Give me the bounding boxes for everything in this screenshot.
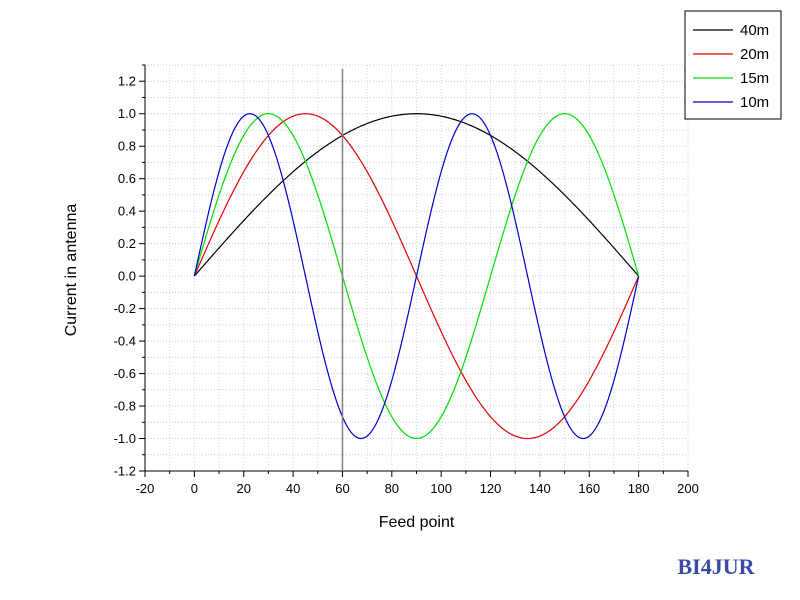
legend-label-20m: 20m	[740, 46, 769, 63]
x-tick-label: 20	[236, 481, 250, 496]
watermark: BI4JUR	[677, 554, 755, 579]
x-axis-title: Feed point	[379, 514, 455, 531]
y-tick-label: 1.2	[118, 74, 136, 89]
y-tick-label: -0.2	[114, 301, 136, 316]
x-ticks: -20 0 20 40 60 80 100 120 140 160 180 200	[136, 471, 699, 496]
x-tick-label: 180	[628, 481, 650, 496]
x-tick-label: 40	[286, 481, 300, 496]
series-line-15m	[193, 113, 640, 440]
legend-label-40m: 40m	[740, 22, 769, 39]
x-tick-label: 100	[430, 481, 452, 496]
legend-label-15m: 15m	[740, 70, 769, 87]
y-ticks: -1.2 -1.0 -0.8 -0.6 -0.4 -0.2 0.0 0.2 0.4 0.6 0.8 1…	[114, 64, 145, 479]
x-tick-label: 140	[529, 481, 551, 496]
y-axis-title: Current in antenna	[63, 204, 80, 337]
series-line-10m	[193, 113, 640, 440]
x-tick-label: 120	[480, 481, 502, 496]
y-tick-label: 0.8	[118, 139, 136, 154]
legend-box	[684, 10, 782, 120]
y-tick-label: -1.0	[114, 431, 136, 446]
y-tick-label: 0.2	[118, 236, 136, 251]
series-lines	[193, 113, 640, 440]
y-tick-label: 1.0	[118, 106, 136, 121]
series-line-40m	[193, 113, 640, 277]
x-tick-label: 0	[191, 481, 198, 496]
x-tick-label: 60	[335, 481, 349, 496]
x-tick-label: -20	[136, 481, 155, 496]
y-tick-label: 0.6	[118, 171, 136, 186]
y-tick-label: -0.8	[114, 399, 136, 414]
legend-label-10m: 10m	[740, 94, 769, 111]
y-tick-label: -0.6	[114, 366, 136, 381]
legend: 40m 20m 15m 10m	[684, 10, 782, 120]
y-tick-label: -0.4	[114, 334, 136, 349]
x-tick-label: 80	[385, 481, 399, 496]
y-tick-label: 0.0	[118, 269, 136, 284]
grid	[144, 64, 689, 472]
y-tick-label: 0.4	[118, 204, 136, 219]
y-tick-label: -1.2	[114, 464, 136, 479]
x-tick-label: 160	[578, 481, 600, 496]
x-tick-label: 200	[677, 481, 699, 496]
